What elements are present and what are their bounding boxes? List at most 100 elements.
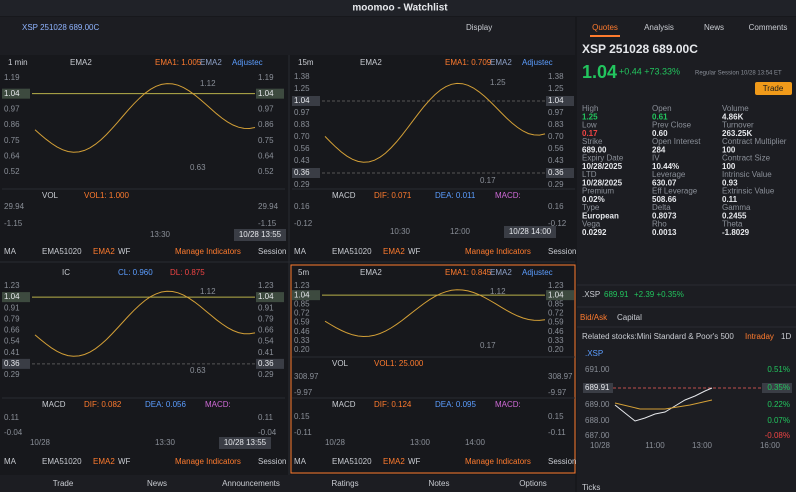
y-axis-left: 0.46 (294, 327, 310, 336)
panel-footer-item[interactable]: EMA51020 (42, 247, 82, 256)
y-axis-right: 1.19 (258, 73, 274, 82)
y-axis-left: 0.79 (4, 314, 20, 323)
sub-indicator-value: DIF: 0.124 (374, 400, 412, 409)
y-axis-right: 1.23 (548, 281, 564, 290)
toolbar-symbol[interactable]: XSP 251028 689.00C (22, 23, 99, 32)
underlying-name: .XSP (582, 290, 600, 299)
quote-symbol: XSP 251028 689.00C (582, 42, 698, 56)
y-axis-right: 0.43 (548, 156, 564, 165)
sub-axis-left: -0.11 (294, 428, 312, 437)
panel-footer-item[interactable]: EMA2 (383, 457, 405, 466)
timeframe-select: 5m (298, 268, 309, 277)
panel-footer-item[interactable]: WF (408, 247, 421, 256)
bottom-nav-tab[interactable]: Notes (429, 479, 450, 488)
bottom-nav-tab[interactable]: Trade (53, 479, 74, 488)
panel-footer-item[interactable]: Session (258, 457, 286, 466)
y-axis-left: 1.38 (294, 72, 310, 81)
y-axis-right: 0.66 (258, 326, 274, 335)
x-axis-label: 13:30 (155, 438, 176, 447)
field-label: Type (582, 203, 600, 212)
panel-footer-item[interactable]: Session (548, 457, 576, 466)
field-value: 100 (722, 146, 736, 155)
y-axis-right: 0.54 (258, 337, 274, 346)
y-axis-left: 0.36 (294, 168, 310, 177)
price-trace (324, 82, 546, 163)
bottom-nav-tab[interactable]: News (147, 479, 167, 488)
price-highlight (2, 88, 30, 99)
y-axis-right: 0.36 (548, 168, 564, 177)
field-label: Contract Size (722, 154, 771, 163)
panel-footer-item[interactable]: WF (408, 457, 421, 466)
panel-footer-item[interactable]: Manage Indicators (465, 457, 531, 466)
field-value: 0.2455 (722, 212, 747, 221)
y-axis-right: 0.97 (548, 108, 564, 117)
x-axis-label: 13:30 (150, 230, 171, 239)
price-highlight (546, 96, 574, 106)
indicator-value: DL: 0.875 (170, 268, 205, 277)
y-axis-left: 0.54 (4, 337, 20, 346)
y-axis-left: 0.86 (4, 120, 20, 129)
panel-footer-item[interactable]: WF (118, 457, 131, 466)
quote-tab[interactable]: Comments (749, 23, 788, 32)
panel-footer-item[interactable]: Session (258, 247, 286, 256)
y-axis-right: 0.72 (548, 309, 564, 318)
y-axis-right: 1.04 (258, 292, 274, 301)
price-highlight (546, 168, 574, 178)
quote-change: +0.44 +73.33% (619, 66, 680, 76)
trade-button[interactable] (755, 82, 792, 95)
panel-footer-item[interactable]: EMA2 (93, 457, 115, 466)
x-axis-label: 10/28 (30, 438, 51, 447)
field-value: 0.17 (582, 129, 598, 138)
sub-tab: Capital (617, 313, 642, 322)
range-tab: 1D (781, 332, 791, 341)
bottom-nav-tab[interactable]: Options (519, 479, 547, 488)
field-value: 0.11 (722, 195, 738, 204)
sub-indicator-value: DIF: 0.071 (374, 191, 412, 200)
quote-tab[interactable]: Quotes (592, 23, 618, 32)
panel-footer-item[interactable]: EMA2 (383, 247, 405, 256)
low-annotation: 0.63 (190, 366, 206, 375)
toolbar (0, 17, 575, 55)
quote-tab[interactable]: Analysis (644, 23, 674, 32)
quote-tab[interactable]: News (704, 23, 724, 32)
panel-footer-item[interactable]: Session (548, 247, 576, 256)
panel-footer-item[interactable]: EMA51020 (332, 457, 372, 466)
y-axis-right: 0.59 (548, 318, 564, 327)
field-label: Extrinsic Value (722, 187, 775, 196)
panel-footer-item[interactable]: MA (294, 457, 307, 466)
price-highlight (762, 383, 792, 393)
panel-footer-item[interactable]: Manage Indicators (175, 247, 241, 256)
panel-footer-item[interactable]: Manage Indicators (465, 247, 531, 256)
mini-y-right: -0.08% (765, 431, 790, 440)
panel-footer-item[interactable]: MA (4, 247, 17, 256)
field-value: 0.61 (652, 113, 668, 122)
y-axis-left: 1.04 (294, 290, 310, 299)
x-axis-label: 10/28 14:00 (509, 227, 552, 236)
panel-footer-item[interactable]: MA (4, 457, 17, 466)
panel-footer-item[interactable]: EMA51020 (332, 247, 372, 256)
field-value: 0.8073 (652, 212, 677, 221)
indicator-value: EMA1: 0.845 (445, 268, 492, 277)
x-axis-label: 10/28 (325, 438, 346, 447)
y-axis-right: 0.83 (548, 120, 564, 129)
y-axis-left: 0.52 (4, 167, 20, 176)
panel-footer-item[interactable]: WF (118, 247, 131, 256)
field-label: Contract Multiplier (722, 137, 787, 146)
y-axis-right: 0.20 (548, 345, 564, 354)
sub-indicator-name: VOL (332, 359, 349, 368)
field-label: Rho (652, 220, 667, 229)
display-menu[interactable]: Display (466, 23, 492, 32)
price-trace (324, 289, 546, 338)
bottom-nav-tab[interactable]: Announcements (222, 479, 280, 488)
panel-footer-item[interactable]: MA (294, 247, 307, 256)
price-trace (34, 83, 256, 153)
bottom-nav-tab[interactable]: Ratings (331, 479, 358, 488)
window-title: moomoo - Watchlist (352, 3, 448, 14)
sub-indicator-value: MACD: (205, 400, 231, 409)
panel-footer-item[interactable]: EMA51020 (42, 457, 82, 466)
panel-footer-item[interactable]: Manage Indicators (175, 457, 241, 466)
indicator-value: EMA2 (200, 58, 222, 67)
panel-footer-item[interactable]: EMA2 (93, 247, 115, 256)
y-axis-left: 0.85 (294, 299, 310, 308)
sub-indicator-value: DIF: 0.082 (84, 400, 122, 409)
